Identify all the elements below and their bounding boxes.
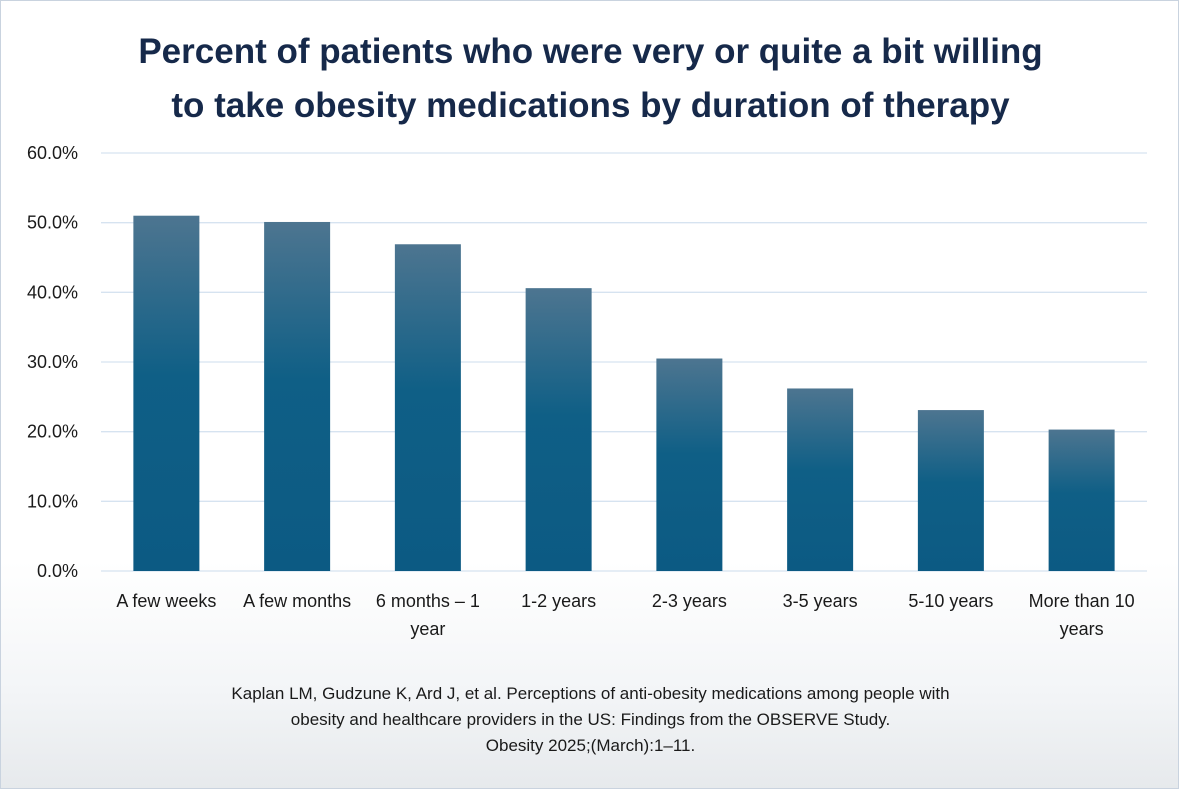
bar bbox=[656, 358, 723, 571]
bar bbox=[1048, 429, 1115, 571]
bar bbox=[264, 221, 331, 571]
y-tick-label: 30.0% bbox=[27, 352, 78, 372]
x-axis-category-labels: A few weeks A few months 6 months – 1 year 1… bbox=[116, 591, 1134, 639]
chart-title-line-1: Percent of patients who were very or qui… bbox=[138, 32, 1043, 71]
citation-line-1: Kaplan LM, Gudzune K, Ard J, et al. Perc… bbox=[231, 684, 950, 703]
bar bbox=[133, 215, 200, 571]
bar bbox=[917, 410, 984, 571]
x-category-label: 2-3 years bbox=[652, 591, 727, 611]
citation: Kaplan LM, Gudzune K, Ard J, et al. Perc… bbox=[1, 681, 1178, 759]
bar bbox=[787, 388, 854, 571]
x-category-label: 5-10 years bbox=[908, 591, 993, 611]
y-tick-label: 0.0% bbox=[37, 561, 78, 581]
x-category-label: 3-5 years bbox=[783, 591, 858, 611]
y-tick-label: 40.0% bbox=[27, 282, 78, 302]
bars bbox=[133, 215, 1115, 571]
y-tick-label: 20.0% bbox=[27, 422, 78, 442]
y-tick-label: 60.0% bbox=[27, 143, 78, 163]
bar-chart: 0.0% 10.0% 20.0% 30.0% 40.0% 50.0% 60.0% A few… bbox=[27, 143, 1147, 639]
x-category-label: A few weeks bbox=[116, 591, 216, 611]
citation-line-3: Obesity 2025;(March):1–11. bbox=[485, 736, 696, 755]
x-category-label: A few months bbox=[243, 591, 351, 611]
y-axis-tick-labels: 0.0% 10.0% 20.0% 30.0% 40.0% 50.0% 60.0% bbox=[27, 143, 78, 581]
citation-line-2: obesity and healthcare providers in the … bbox=[290, 710, 891, 729]
y-tick-label: 10.0% bbox=[27, 491, 78, 511]
chart-title-line-2: to take obesity medications by duration … bbox=[171, 86, 1010, 125]
x-category-label: 1-2 years bbox=[521, 591, 596, 611]
x-category-label: 6 months – 1 year bbox=[376, 591, 480, 639]
grid-lines bbox=[101, 152, 1147, 572]
y-tick-label: 50.0% bbox=[27, 213, 78, 233]
x-category-label: More than 10 years bbox=[1029, 591, 1135, 639]
chart-title: Percent of patients who were very or qui… bbox=[1, 25, 1178, 133]
bar bbox=[525, 288, 592, 571]
bar bbox=[394, 244, 461, 571]
